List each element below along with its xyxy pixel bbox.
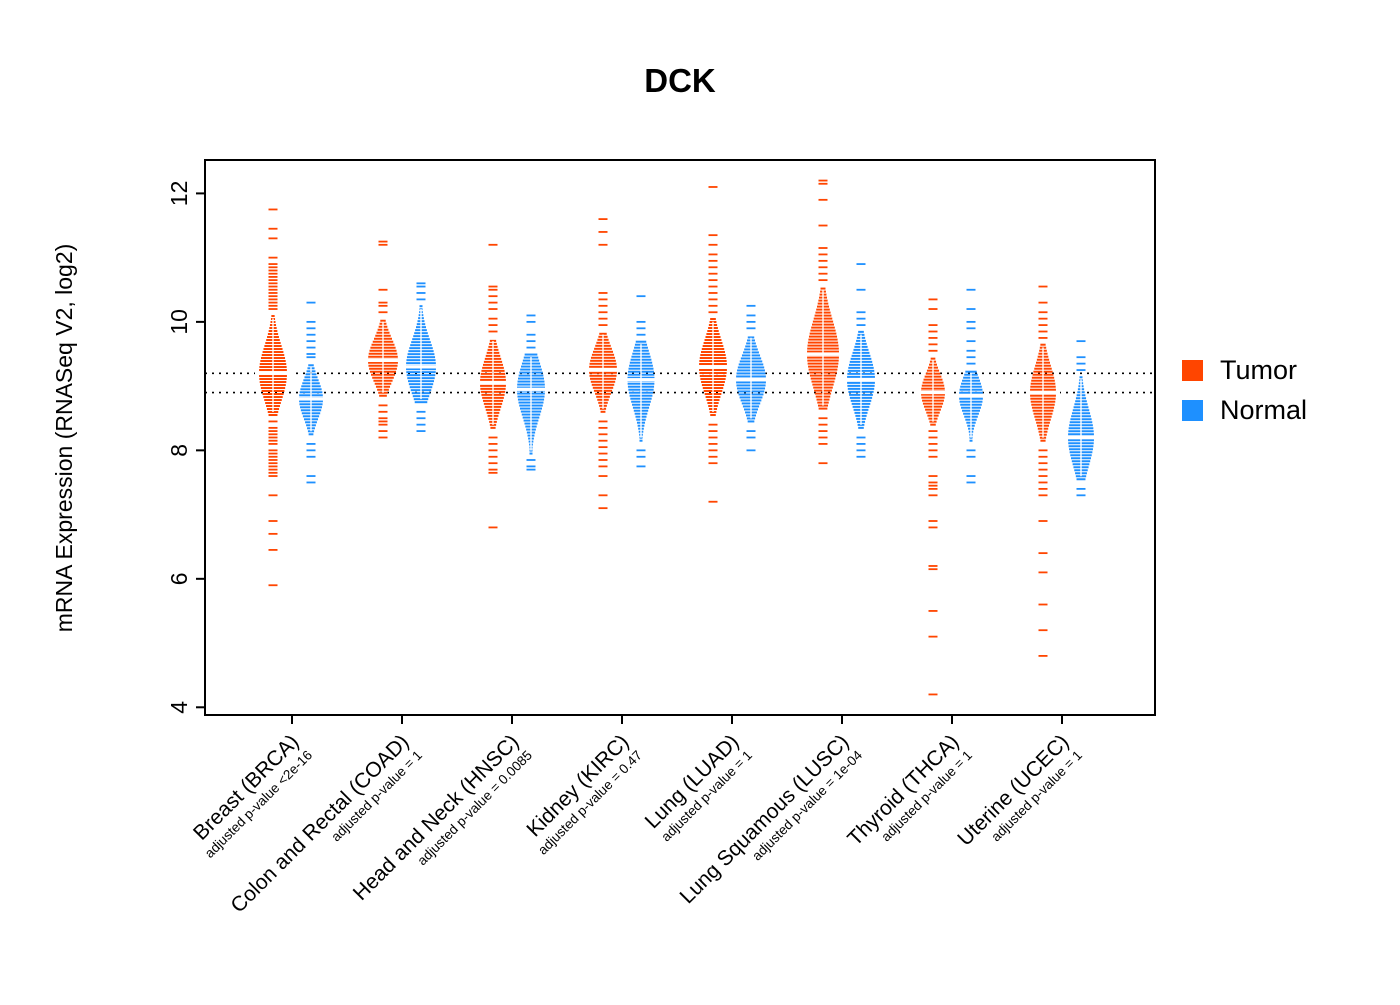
bean-tumor-1-median-line — [364, 358, 402, 363]
bean-tumor-6 — [917, 298, 949, 696]
bean-tumor-5 — [803, 179, 843, 465]
bean-normal-1 — [402, 282, 440, 432]
bean-normal-3-median-line — [623, 378, 659, 382]
bean-tumor-7 — [1026, 285, 1060, 657]
legend-normal-swatch — [1182, 400, 1203, 421]
beans-layer — [255, 179, 1098, 696]
bean-tumor-7-median-line — [1026, 390, 1060, 395]
bean-tumor-1 — [364, 240, 402, 439]
bean-normal-1-median-line — [402, 365, 440, 369]
bean-tumor-3-median-line — [585, 368, 621, 372]
bean-tumor-4-median-line — [695, 365, 731, 369]
bean-tumor-3 — [585, 218, 621, 510]
legend-tumor-swatch — [1182, 360, 1203, 381]
y-tick-label-1: 6 — [166, 572, 192, 585]
x-category-label-1: Colon and Rectal (COAD) — [226, 730, 413, 917]
bean-normal-5 — [843, 263, 879, 458]
x-category-label-0: Breast (BRCA) — [189, 730, 303, 844]
bean-normal-2 — [513, 314, 549, 471]
bean-tumor-4 — [695, 186, 731, 503]
bean-tumor-6-median-line — [917, 390, 949, 395]
y-tick-label-2: 8 — [166, 444, 192, 457]
bean-tumor-0-median-line — [255, 371, 291, 375]
bean-normal-0-median-line — [295, 397, 327, 401]
chart-title: DCK — [644, 62, 716, 99]
bean-tumor-5-median-line — [803, 352, 843, 356]
legend: Tumor Normal — [1182, 355, 1307, 425]
bean-normal-4 — [732, 304, 770, 452]
y-tick-label-0: 4 — [166, 701, 192, 714]
bean-tumor-2-median-line — [476, 381, 510, 385]
bean-tumor-0 — [255, 208, 291, 587]
legend-normal-label: Normal — [1220, 395, 1307, 425]
bean-normal-7-median-line — [1064, 435, 1098, 440]
legend-tumor-label: Tumor — [1220, 355, 1297, 385]
bean-normal-7 — [1064, 340, 1098, 497]
y-axis-label: mRNA Expression (RNASeq V2, log2) — [51, 244, 77, 633]
bean-normal-3 — [623, 295, 659, 468]
x-category-label-7: Uterine (UCEC) — [953, 730, 1073, 850]
bean-normal-4-median-line — [732, 378, 770, 382]
bean-tumor-2 — [476, 243, 510, 529]
bean-normal-6 — [955, 288, 987, 484]
bean-normal-0 — [295, 301, 327, 484]
reference-lines-layer — [205, 372, 1155, 394]
x-category-label-6: Thyroid (THCA) — [843, 730, 963, 850]
bean-normal-6-median-line — [955, 394, 987, 398]
y-tick-label-3: 10 — [166, 309, 192, 335]
bean-normal-5-median-line — [843, 378, 879, 382]
y-tick-label-4: 12 — [166, 181, 192, 207]
plot-border — [204, 159, 1156, 716]
bean-normal-2-median-line — [513, 387, 549, 391]
